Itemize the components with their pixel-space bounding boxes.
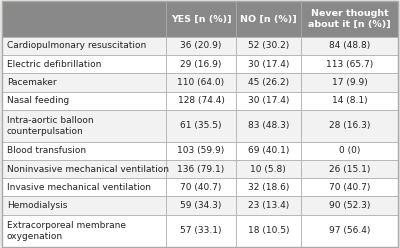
Text: 0 (0): 0 (0) — [339, 146, 360, 155]
Text: 59 (34.3): 59 (34.3) — [180, 201, 222, 210]
Text: Invasive mechanical ventilation: Invasive mechanical ventilation — [7, 183, 151, 192]
Text: 26 (15.1): 26 (15.1) — [329, 165, 370, 174]
Text: 103 (59.9): 103 (59.9) — [177, 146, 225, 155]
Text: 110 (64.0): 110 (64.0) — [178, 78, 224, 87]
Bar — [236, 1, 301, 37]
Bar — [2, 92, 166, 110]
Text: 28 (16.3): 28 (16.3) — [329, 121, 370, 130]
Bar — [2, 55, 166, 73]
Text: 136 (79.1): 136 (79.1) — [177, 165, 225, 174]
Text: Cardiopulmonary resuscitation: Cardiopulmonary resuscitation — [7, 41, 146, 50]
Text: 84 (48.8): 84 (48.8) — [329, 41, 370, 50]
Bar — [236, 178, 301, 196]
Bar — [166, 215, 236, 247]
Bar — [236, 142, 301, 160]
Text: NO [n (%)]: NO [n (%)] — [240, 15, 297, 24]
Bar — [166, 110, 236, 142]
Text: YES [n (%)]: YES [n (%)] — [171, 15, 231, 24]
Text: Blood transfusion: Blood transfusion — [7, 146, 86, 155]
Bar — [301, 196, 398, 215]
Text: 29 (16.9): 29 (16.9) — [180, 60, 222, 69]
Bar — [301, 73, 398, 92]
Bar — [236, 73, 301, 92]
Bar — [2, 73, 166, 92]
Bar — [301, 92, 398, 110]
Bar — [166, 73, 236, 92]
Bar — [2, 142, 166, 160]
Text: Hemodialysis: Hemodialysis — [7, 201, 67, 210]
Text: 18 (10.5): 18 (10.5) — [248, 226, 289, 235]
Text: 10 (5.8): 10 (5.8) — [250, 165, 286, 174]
Text: 70 (40.7): 70 (40.7) — [329, 183, 370, 192]
Text: 45 (26.2): 45 (26.2) — [248, 78, 289, 87]
Bar — [2, 215, 166, 247]
Bar — [166, 196, 236, 215]
Bar — [301, 110, 398, 142]
Text: 23 (13.4): 23 (13.4) — [248, 201, 289, 210]
Bar — [166, 92, 236, 110]
Bar — [301, 1, 398, 37]
Bar — [2, 110, 166, 142]
Bar — [2, 178, 166, 196]
Bar — [301, 142, 398, 160]
Text: 36 (20.9): 36 (20.9) — [180, 41, 222, 50]
Bar — [236, 215, 301, 247]
Bar — [236, 37, 301, 55]
Text: Extracorporeal membrane
oxygenation: Extracorporeal membrane oxygenation — [7, 221, 126, 241]
Bar — [166, 160, 236, 178]
Text: 70 (40.7): 70 (40.7) — [180, 183, 222, 192]
Bar — [166, 55, 236, 73]
Bar — [2, 196, 166, 215]
Bar — [2, 160, 166, 178]
Text: 32 (18.6): 32 (18.6) — [248, 183, 289, 192]
Bar — [236, 55, 301, 73]
Bar — [301, 55, 398, 73]
Text: 14 (8.1): 14 (8.1) — [332, 96, 367, 105]
Bar — [236, 160, 301, 178]
Text: 90 (52.3): 90 (52.3) — [329, 201, 370, 210]
Text: Never thought
about it [n (%)]: Never thought about it [n (%)] — [308, 9, 391, 29]
Bar — [2, 37, 166, 55]
Text: Intra-aortic balloon
counterpulsation: Intra-aortic balloon counterpulsation — [7, 116, 94, 136]
Text: 61 (35.5): 61 (35.5) — [180, 121, 222, 130]
Bar — [301, 215, 398, 247]
Text: 17 (9.9): 17 (9.9) — [332, 78, 367, 87]
Bar — [236, 110, 301, 142]
Text: 97 (56.4): 97 (56.4) — [329, 226, 370, 235]
Text: 30 (17.4): 30 (17.4) — [248, 96, 289, 105]
Bar — [236, 196, 301, 215]
Text: 69 (40.1): 69 (40.1) — [248, 146, 289, 155]
Bar — [166, 178, 236, 196]
Bar — [166, 37, 236, 55]
Bar — [236, 92, 301, 110]
Text: 57 (33.1): 57 (33.1) — [180, 226, 222, 235]
Text: 83 (48.3): 83 (48.3) — [248, 121, 289, 130]
Text: 30 (17.4): 30 (17.4) — [248, 60, 289, 69]
Text: Nasal feeding: Nasal feeding — [7, 96, 69, 105]
Text: 113 (65.7): 113 (65.7) — [326, 60, 373, 69]
Bar — [301, 160, 398, 178]
Text: Noninvasive mechanical ventilation: Noninvasive mechanical ventilation — [7, 165, 169, 174]
Text: Electric defibrillation: Electric defibrillation — [7, 60, 101, 69]
Text: Pacemaker: Pacemaker — [7, 78, 56, 87]
Text: 128 (74.4): 128 (74.4) — [178, 96, 224, 105]
Text: 52 (30.2): 52 (30.2) — [248, 41, 289, 50]
Bar — [166, 142, 236, 160]
Bar — [301, 178, 398, 196]
Bar — [2, 1, 166, 37]
Bar — [166, 1, 236, 37]
Bar — [301, 37, 398, 55]
